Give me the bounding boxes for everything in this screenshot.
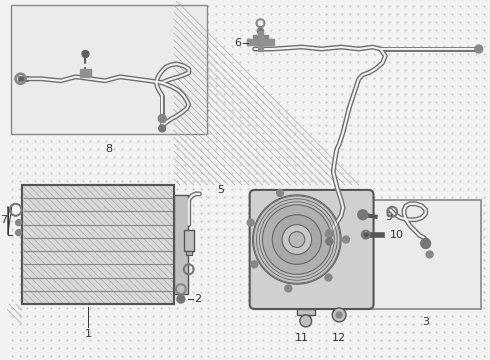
Text: 10: 10 xyxy=(391,230,404,239)
Text: 1: 1 xyxy=(84,329,92,339)
Bar xyxy=(11,5,207,134)
Circle shape xyxy=(332,308,346,322)
Text: 4: 4 xyxy=(175,281,182,291)
Circle shape xyxy=(277,189,284,197)
Circle shape xyxy=(177,295,185,303)
Circle shape xyxy=(358,210,368,220)
Circle shape xyxy=(325,230,333,238)
Text: 3: 3 xyxy=(422,317,429,327)
Circle shape xyxy=(263,205,331,274)
Bar xyxy=(253,35,269,45)
Text: 12: 12 xyxy=(332,333,346,343)
Circle shape xyxy=(343,236,349,243)
Circle shape xyxy=(326,238,333,245)
Circle shape xyxy=(289,231,305,247)
Circle shape xyxy=(16,230,22,235)
Bar xyxy=(174,195,188,294)
Circle shape xyxy=(300,315,312,327)
Circle shape xyxy=(82,50,89,58)
Circle shape xyxy=(475,45,483,53)
Bar xyxy=(79,69,91,77)
Bar xyxy=(184,230,194,251)
Text: 5: 5 xyxy=(218,185,224,195)
Circle shape xyxy=(282,225,312,255)
Circle shape xyxy=(421,239,431,248)
Text: 7: 7 xyxy=(0,215,7,225)
Circle shape xyxy=(272,215,321,264)
Bar xyxy=(22,185,174,304)
Circle shape xyxy=(325,274,332,281)
Bar xyxy=(247,39,274,45)
Bar xyxy=(297,309,315,315)
Text: 6: 6 xyxy=(234,38,241,48)
Text: 9: 9 xyxy=(385,212,392,222)
Circle shape xyxy=(251,261,258,268)
Circle shape xyxy=(285,285,292,292)
Bar xyxy=(370,200,481,309)
Circle shape xyxy=(158,114,166,122)
Bar xyxy=(258,31,264,51)
Text: 2: 2 xyxy=(194,294,201,304)
FancyBboxPatch shape xyxy=(250,190,373,309)
Circle shape xyxy=(247,219,254,226)
Circle shape xyxy=(426,251,433,258)
Bar xyxy=(186,251,192,255)
Circle shape xyxy=(258,28,264,34)
Circle shape xyxy=(336,312,342,318)
Bar xyxy=(22,185,174,304)
Text: 11: 11 xyxy=(295,333,309,343)
Text: 8: 8 xyxy=(105,144,113,154)
Circle shape xyxy=(253,195,341,284)
Circle shape xyxy=(16,220,22,226)
Circle shape xyxy=(159,125,166,132)
